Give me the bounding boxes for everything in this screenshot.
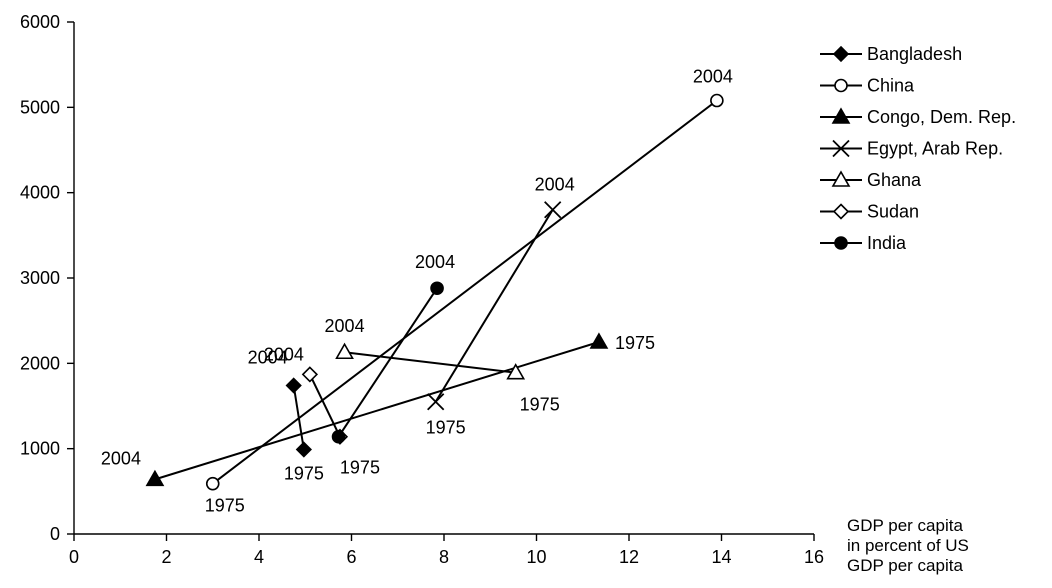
x-tick-label: 2	[161, 547, 171, 567]
marker-shape	[145, 469, 165, 487]
series-line	[154, 341, 600, 481]
x-tick-label: 16	[804, 547, 824, 567]
point-year-label: 1975	[426, 418, 466, 438]
marker-shape	[710, 93, 724, 108]
point-year-label: 2004	[325, 316, 365, 336]
data-point	[145, 469, 165, 487]
marker-shape	[285, 377, 302, 394]
x-axis-label-line: in percent of US	[847, 536, 969, 555]
y-tick-label: 6000	[20, 12, 60, 32]
point-year-label: 1975	[205, 496, 245, 516]
x-axis-label-line: GDP per capita	[847, 516, 963, 535]
x-tick-label: 6	[346, 547, 356, 567]
x-tick-label: 8	[439, 547, 449, 567]
legend-marker	[834, 78, 848, 93]
data-point	[506, 363, 526, 380]
data-point	[430, 281, 444, 296]
series-line	[308, 373, 341, 438]
legend-marker	[831, 107, 851, 124]
point-year-label: 1975	[340, 458, 380, 478]
legend-marker	[832, 45, 850, 63]
legend-marker	[832, 139, 850, 158]
marker-shape	[834, 236, 848, 250]
legend-marker	[831, 170, 851, 187]
legend-label: China	[867, 76, 915, 96]
data-point	[710, 93, 724, 108]
legend-item: Egypt, Arab Rep.	[820, 139, 1003, 159]
year-annotations: 1975 2004 1975 2004 1975 2004 1975 2004 1975 2004…	[101, 67, 733, 516]
data-point	[331, 429, 346, 444]
marker-shape	[331, 429, 346, 444]
marker-stroke	[544, 201, 562, 219]
legend-label: Ghana	[867, 170, 922, 190]
y-tick-label: 1000	[20, 439, 60, 459]
point-year-label: 2004	[101, 448, 141, 468]
x-tick-label: 12	[619, 547, 639, 567]
marker-shape	[205, 476, 220, 491]
legend-label: Egypt, Arab Rep.	[867, 139, 1003, 159]
marker-shape	[832, 203, 850, 220]
point-year-label: 2004	[415, 252, 455, 272]
marker-shape	[834, 78, 848, 93]
legend-item: China	[820, 76, 915, 96]
legend-label: Sudan	[867, 202, 919, 222]
marker-shape	[430, 281, 444, 296]
marker-shape	[335, 342, 354, 360]
legend-marker	[834, 236, 848, 250]
point-year-label: 2004	[248, 348, 288, 368]
point-year-label: 2004	[535, 175, 575, 195]
marker-shape	[832, 45, 850, 63]
legend-label: India	[867, 233, 907, 253]
series-line	[212, 99, 718, 485]
data-point	[427, 393, 445, 411]
y-tick-label: 0	[50, 524, 60, 544]
point-year-label: 1975	[615, 333, 655, 353]
legend-item: Bangladesh	[820, 44, 962, 64]
y-tick-label: 2000	[20, 353, 60, 373]
x-tick-label: 14	[711, 547, 731, 567]
y-tick-label: 5000	[20, 97, 60, 117]
marker-shape	[295, 441, 312, 458]
x-tick-label: 4	[254, 547, 264, 567]
marker-stroke	[427, 393, 445, 411]
legend-item: Congo, Dem. Rep.	[820, 107, 1016, 127]
point-year-label: 2004	[693, 67, 733, 87]
series-lines-and-markers	[145, 93, 724, 491]
series-line	[434, 209, 554, 403]
marker-shape	[506, 363, 526, 380]
x-tick-label: 0	[69, 547, 79, 567]
x-tick-label: 10	[526, 547, 546, 567]
marker-shape	[831, 170, 851, 187]
point-year-label: 2004	[264, 344, 304, 364]
data-point	[335, 342, 354, 360]
legend-item: Ghana	[820, 170, 922, 190]
marker-stroke	[832, 139, 850, 158]
data-point	[205, 476, 220, 491]
data-point	[285, 377, 302, 394]
y-tick-label: 4000	[20, 183, 60, 203]
series-line	[344, 351, 516, 374]
point-year-label: 1975	[520, 395, 560, 415]
x-axis-label-line: GDP per capita	[847, 556, 963, 575]
series-line	[337, 287, 438, 438]
marker-shape	[589, 332, 609, 349]
legend-label: Bangladesh	[867, 44, 962, 64]
legend: Bangladesh China Congo, Dem. Rep. Egypt, Ar…	[820, 44, 1016, 253]
data-point	[589, 332, 609, 349]
marker-shape	[831, 107, 851, 124]
y-tick-label: 3000	[20, 268, 60, 288]
data-point	[544, 201, 562, 219]
legend-item: Sudan	[820, 202, 919, 222]
data-point	[295, 441, 312, 458]
marker-shape	[301, 366, 319, 383]
legend-label: Congo, Dem. Rep.	[867, 107, 1016, 127]
legend-marker	[832, 203, 850, 220]
axes: 0 1000 2000 3000 4000 5000 6000 0 2 4 6 8 10 12 14 16	[20, 12, 824, 567]
data-point	[301, 366, 319, 383]
point-year-label: 1975	[284, 464, 324, 484]
legend-item: India	[820, 233, 907, 253]
